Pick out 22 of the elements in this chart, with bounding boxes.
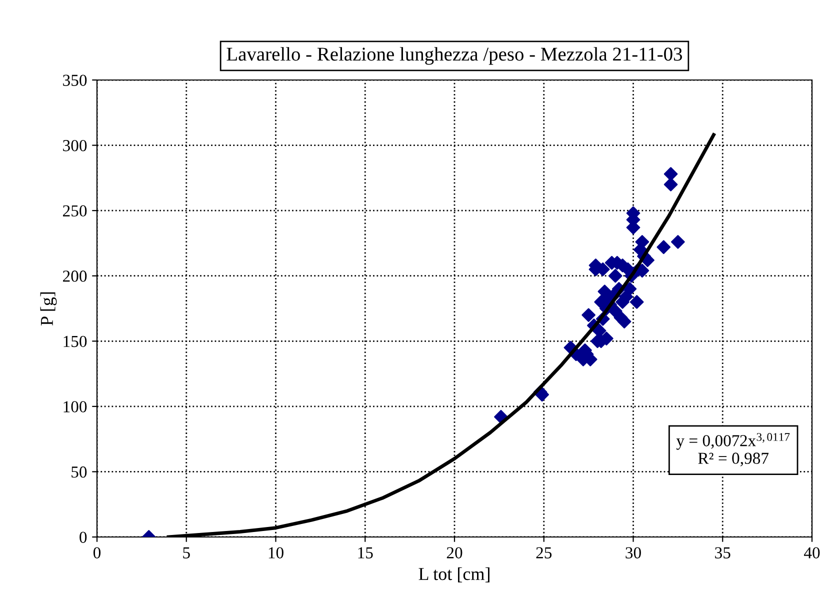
y-axis-title: P [g] <box>40 292 57 326</box>
x-tick-label: 15 <box>358 547 373 558</box>
annotation: R² = 0,987 <box>698 452 769 466</box>
x-tick-label: 0 <box>93 547 101 558</box>
y-tick-label: 350 <box>63 74 87 86</box>
x-tick-label: 25 <box>536 547 552 558</box>
x-tick-label: 40 <box>804 547 820 558</box>
y-tick-label: 100 <box>64 401 87 412</box>
y-tick-label: 0 <box>80 532 87 543</box>
chart-title: Lavarello - Relazione lunghezza /peso - Mezzola 21-11-03 <box>226 47 682 65</box>
y-tick-label: 250 <box>63 205 87 217</box>
y-tick-label: 150 <box>64 336 87 348</box>
x-tick-label: 20 <box>446 547 462 558</box>
x-tick-label: 35 <box>715 547 730 558</box>
y-tick-label: 300 <box>63 140 87 152</box>
annotation: y = 0,0072x$^{3,0117}$ <box>676 433 790 450</box>
y-tick-label: 50 <box>72 466 87 478</box>
x-tick-label: 30 <box>626 547 641 558</box>
x-tick-label: 5 <box>183 547 190 558</box>
y-tick-label: 200 <box>63 270 87 282</box>
x-tick-label: 10 <box>268 547 284 558</box>
x-axis-title: L tot [cm] <box>418 567 490 582</box>
